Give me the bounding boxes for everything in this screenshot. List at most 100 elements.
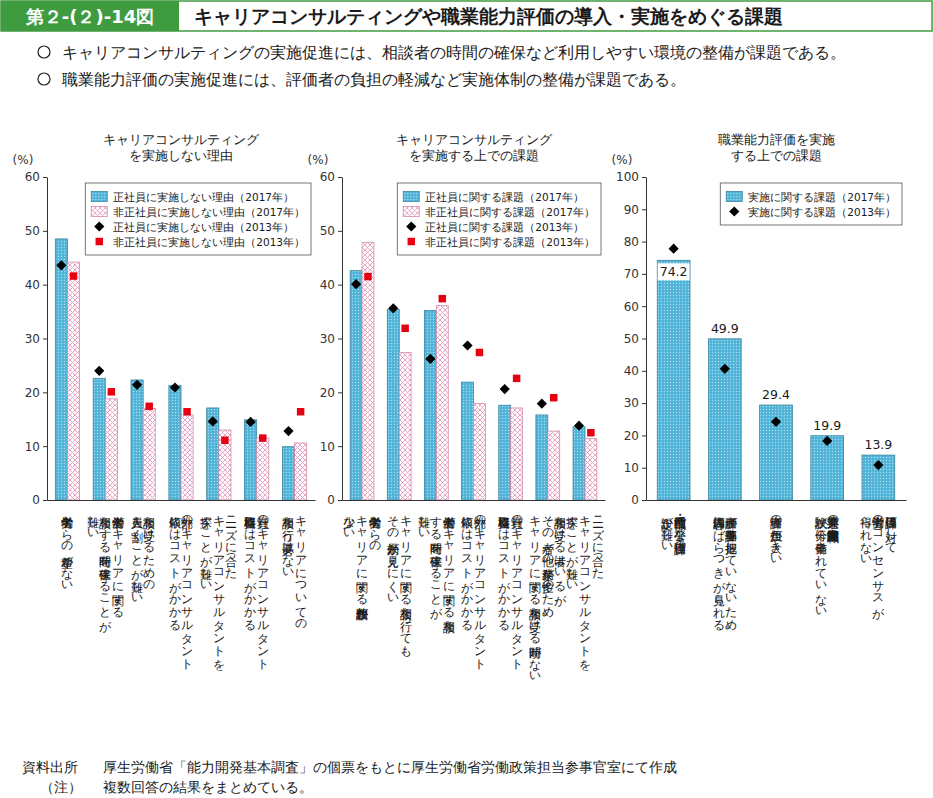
x-tick: 相談を受けるための人員を割くことが難しい bbox=[130, 500, 157, 602]
label-bg bbox=[658, 263, 690, 280]
tick-label: 90 bbox=[624, 203, 639, 217]
summary-text: 職業能力評価の実施促進には、評価者の負担の軽減など実施体制の整備が課題である。 bbox=[62, 71, 686, 89]
category-label: キャリアに関する相談件数が bbox=[355, 508, 369, 621]
tick-mark bbox=[43, 285, 47, 286]
note-label: （注） bbox=[40, 779, 82, 795]
legend-label: 非正社員に関する課題（2013年） bbox=[425, 236, 595, 249]
x-tick: 全部門・職種で公平な評価項目の設定が難しい bbox=[660, 500, 687, 556]
category-label: キャリアコンサルタントを bbox=[578, 508, 592, 671]
marker bbox=[170, 382, 180, 392]
footer: 資料出所厚生労働省「能力開発基本調査」の個票をもとに厚生労働省労働政策担当参事官… bbox=[22, 759, 677, 795]
category-label: 探すことが難しい bbox=[565, 508, 579, 589]
header-frame bbox=[1, 1, 932, 31]
figure-number: 第２-(２)-14図 bbox=[25, 6, 154, 27]
x-tick: 労働者がキャリアに関する相談をする時間を確保することが難しい bbox=[417, 500, 456, 634]
marker bbox=[476, 349, 483, 356]
legend-label: 非正社員に実施しない理由（2017年） bbox=[113, 206, 305, 218]
bar bbox=[105, 399, 117, 500]
tick-label: 50 bbox=[320, 224, 335, 238]
axis-line bbox=[48, 500, 316, 501]
marker bbox=[259, 434, 266, 441]
marker bbox=[297, 408, 304, 415]
bar bbox=[708, 339, 741, 500]
category-label: 労働者のコンセンサスが bbox=[871, 508, 885, 620]
tick-label: 10 bbox=[320, 440, 335, 454]
tick-label: 0 bbox=[327, 493, 335, 507]
bar bbox=[219, 430, 231, 500]
x-tick: 労働者からの希望がない bbox=[60, 500, 74, 589]
axis-line bbox=[342, 178, 343, 501]
x-tick: 評価者が評価基準を把握していないため、評価内容にばらつきが見られる bbox=[712, 500, 739, 637]
marker bbox=[720, 364, 730, 374]
bar bbox=[181, 415, 193, 500]
tick-mark bbox=[43, 446, 47, 447]
header: 第２-(２)-14図キャリアコンサルティングや職業能力評価の導入・実施をめぐる課… bbox=[1, 1, 932, 31]
tick-label: 60 bbox=[624, 300, 639, 314]
y-tick: 20 bbox=[320, 386, 342, 400]
summary-text: キャリアコンサルティングの実施促進には、相談者の時間の確保など利用しやすい環境の… bbox=[62, 44, 846, 62]
bar bbox=[350, 271, 362, 500]
x-tick: 外部のキャリアコンサルタント依頼にはコストがかかる bbox=[168, 500, 195, 670]
legend-label: 実施に関する課題（2013年） bbox=[748, 206, 896, 219]
x-tick: ニーズに合ったキャリアコンサルタントを探すことが難しい bbox=[199, 500, 238, 671]
category-label: 外部のキャリアコンサルタント bbox=[180, 508, 194, 670]
x-axis: 労働者からの希望がない労働者がキャリアに関する相談をする時間を確保することが難し… bbox=[48, 500, 316, 671]
bar bbox=[169, 385, 181, 500]
category-label: 難しい bbox=[86, 508, 100, 537]
category-label: ニーズに合った bbox=[224, 508, 238, 579]
bar bbox=[862, 455, 895, 500]
marks bbox=[350, 243, 597, 500]
y-tick: 30 bbox=[624, 396, 646, 410]
category-label: キャリアについての bbox=[294, 508, 308, 629]
tick-mark bbox=[43, 177, 47, 178]
bar bbox=[282, 447, 294, 500]
category-label: 相談を受けるための bbox=[142, 508, 156, 590]
tick-mark bbox=[338, 446, 342, 447]
y-tick: 0 bbox=[327, 493, 342, 507]
tick-mark bbox=[642, 500, 646, 501]
bullet bbox=[38, 46, 50, 58]
category-label: 評価項目に対して bbox=[884, 508, 898, 553]
y-axis: 0102030405060 bbox=[25, 170, 48, 507]
category-label: 探すことが難しい bbox=[199, 508, 213, 589]
tick-label: 0 bbox=[32, 493, 40, 507]
legend: 実施に関する課題（2017年）実施に関する課題（2013年） bbox=[720, 183, 902, 225]
y-tick: 20 bbox=[624, 429, 646, 443]
tick-mark bbox=[642, 306, 646, 307]
marker bbox=[221, 437, 228, 444]
legend-box bbox=[720, 183, 902, 225]
category-label: 労働者がキャリアに関する相談を bbox=[442, 508, 456, 634]
legend: 正社員に実施しない理由（2017年）非正社員に実施しない理由（2017年）正社員… bbox=[85, 183, 311, 255]
category-label: 資格取得にはコストがかかる bbox=[243, 508, 257, 631]
legend-swatch bbox=[408, 238, 415, 245]
tick-label: 50 bbox=[25, 224, 40, 238]
header-badge bbox=[1, 1, 179, 31]
note: 複数回答の結果をまとめている。 bbox=[103, 779, 313, 795]
y-axis: 0102030405060708090100 bbox=[616, 170, 646, 507]
tick-mark bbox=[642, 242, 646, 243]
marker bbox=[364, 273, 371, 280]
marker bbox=[351, 279, 361, 289]
x-tick: 社員のキャリアコンサルタント資格取得にはコストがかかる bbox=[497, 500, 524, 670]
x-tick: 相談を受ける者はいるが、その者が他の業務が多忙のため、キャリアに関する相談を受け… bbox=[528, 500, 567, 680]
y-tick: 80 bbox=[624, 235, 646, 249]
chart-title: キャリアコンサルティング bbox=[396, 132, 553, 147]
x-axis: 労働者からのキャリアに関する相談件数が少ないキャリアに関する相談を行っても、その… bbox=[342, 500, 605, 680]
bar bbox=[131, 380, 143, 500]
tick-label: 60 bbox=[320, 170, 335, 184]
bar bbox=[657, 260, 690, 500]
tick-label: 60 bbox=[25, 170, 40, 184]
y-tick: 40 bbox=[320, 278, 342, 292]
category-label: 少ない bbox=[342, 508, 356, 537]
panel: 74.249.929.419.913.901020304050607080901… bbox=[612, 132, 907, 637]
marker bbox=[500, 384, 510, 394]
category-label: 人員を割くことが難しい bbox=[130, 508, 144, 602]
tick-label: 70 bbox=[624, 267, 639, 281]
tick-mark bbox=[642, 403, 646, 404]
legend-swatch bbox=[726, 192, 742, 202]
marker bbox=[246, 417, 256, 427]
tick-label: 50 bbox=[624, 332, 639, 346]
category-label: 評価者が評価基準を把握していないため、 bbox=[724, 508, 738, 637]
legend-swatch bbox=[94, 221, 104, 231]
tick-label: 10 bbox=[624, 461, 639, 475]
